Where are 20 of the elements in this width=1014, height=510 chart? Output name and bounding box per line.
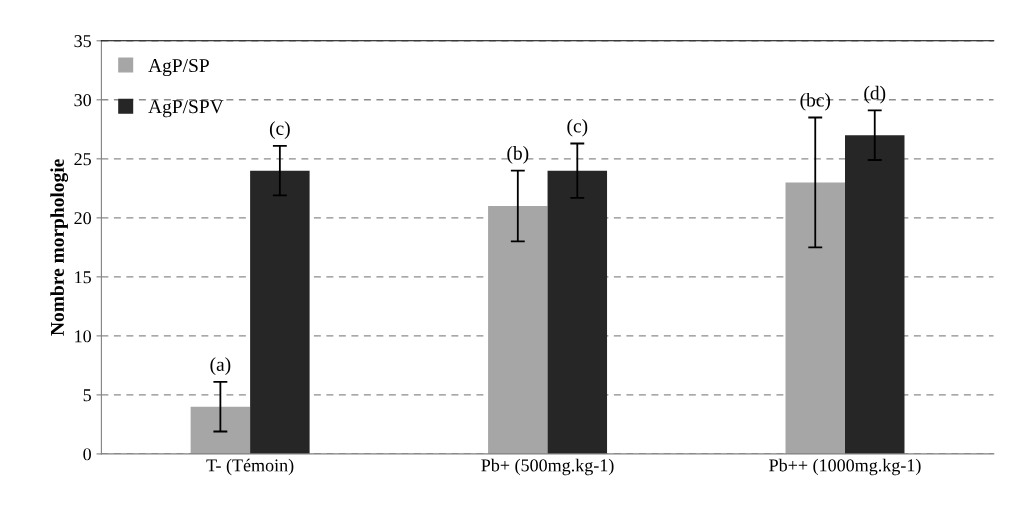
- annotation: (b): [507, 146, 529, 164]
- y-tick-label: 0: [83, 448, 91, 461]
- legend-label: AgP/SPV: [148, 100, 224, 118]
- y-tick-label: 30: [74, 94, 91, 107]
- x-tick-label: Pb+ (500mg.kg-1): [481, 458, 614, 476]
- annotation: (c): [567, 118, 588, 137]
- annotation: (d): [864, 85, 886, 104]
- y-tick-label: 10: [75, 330, 91, 343]
- y-tick-label: 25: [74, 153, 91, 166]
- x-tick-label: T- (Témoin): [206, 458, 294, 476]
- x-tick-label: Pb++ (1000mg.kg-1): [769, 458, 921, 476]
- y-tick-label: 35: [74, 35, 91, 48]
- annotation: (c): [269, 121, 290, 139]
- annotation: (bc): [800, 92, 831, 111]
- annotation: (a): [210, 357, 231, 375]
- legend-label: AgP/SP: [148, 59, 209, 77]
- y-tick-label: 5: [83, 389, 91, 402]
- y-tick-label: 20: [74, 212, 91, 225]
- y-axis-title: Nombre morphologie: [50, 159, 69, 336]
- y-tick-label: 15: [75, 271, 91, 284]
